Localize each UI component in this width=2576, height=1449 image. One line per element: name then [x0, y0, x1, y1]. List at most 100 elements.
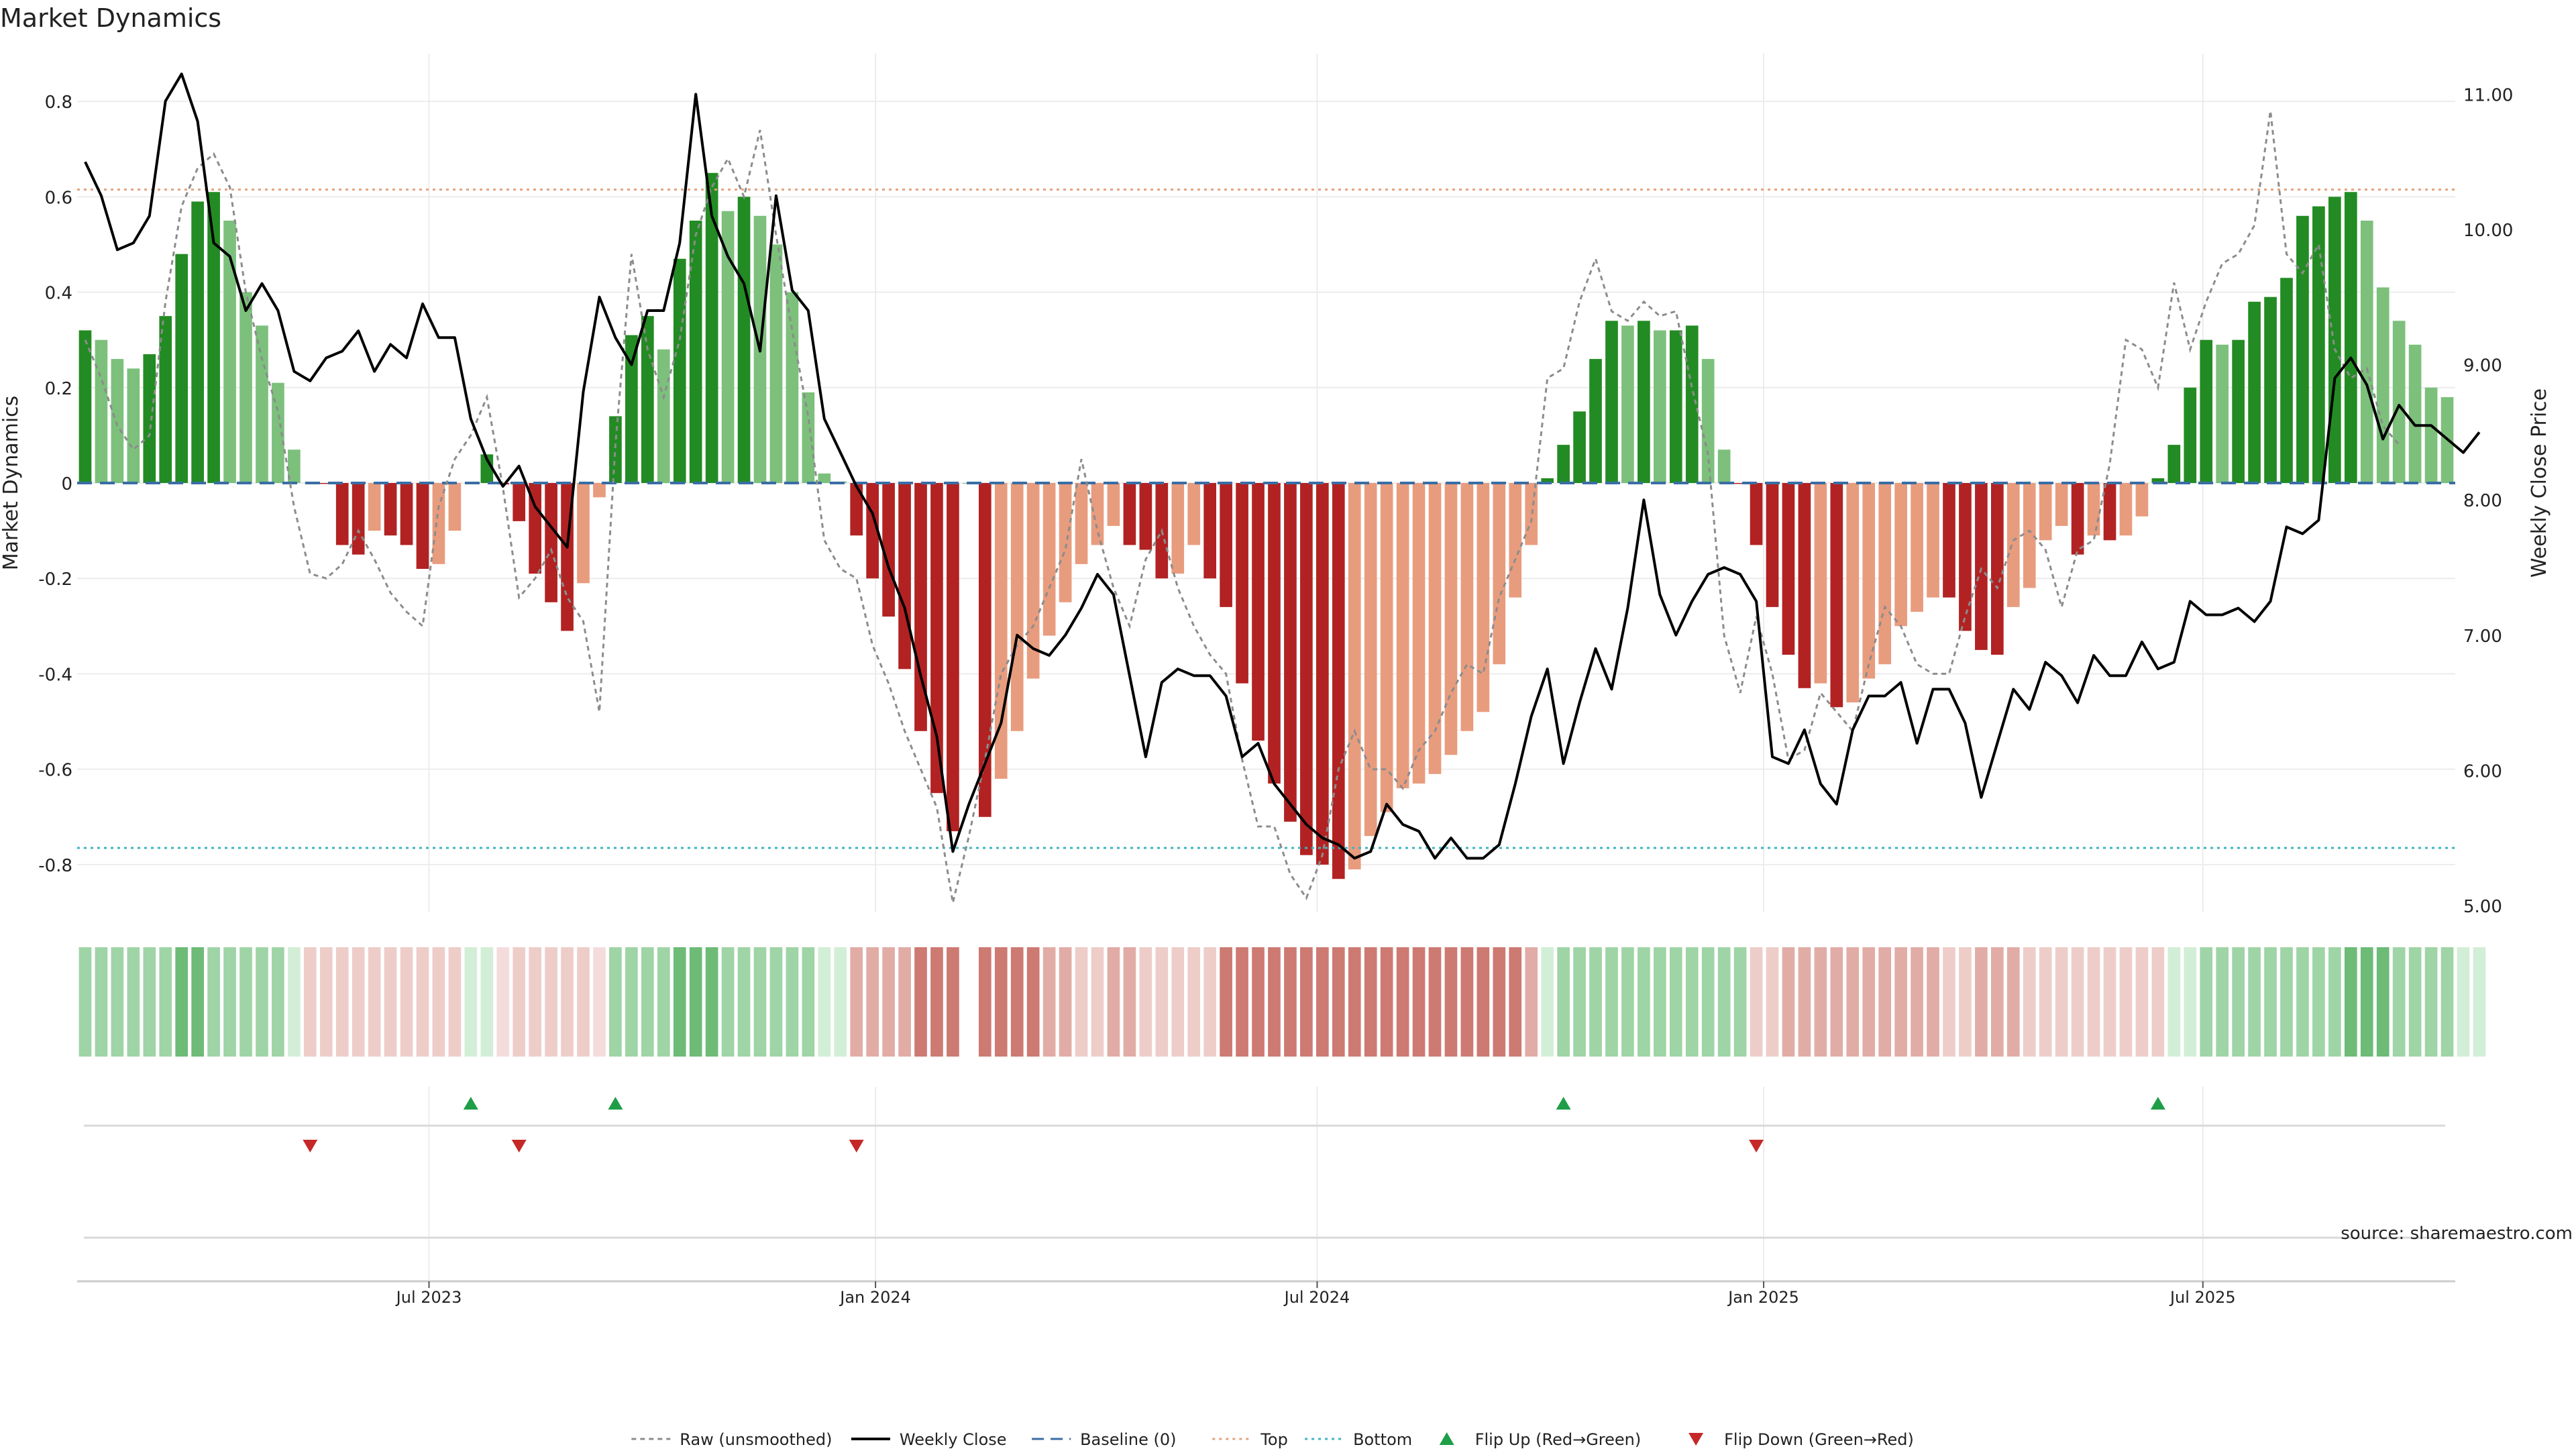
bar-series	[78, 172, 2454, 879]
regime-cell	[1075, 947, 1088, 1057]
regime-cell	[914, 947, 927, 1057]
legend-item: Flip Up (Red→Green)	[1439, 1430, 1641, 1449]
bar	[2424, 387, 2438, 483]
regime-cell	[2264, 947, 2277, 1057]
bar	[2087, 483, 2100, 536]
regime-cell	[1959, 947, 1972, 1057]
regime-cell	[1573, 947, 1586, 1057]
regime-cell	[930, 947, 943, 1057]
regime-cell	[1300, 947, 1313, 1057]
bar	[1300, 483, 1313, 855]
bar	[2119, 483, 2133, 536]
bar	[882, 483, 895, 617]
regime-cell	[2440, 947, 2454, 1057]
flip-events	[84, 1087, 2445, 1281]
right-tick-label: 10.00	[2463, 221, 2513, 241]
regime-cell	[1477, 947, 1490, 1057]
bar	[657, 349, 670, 483]
bar	[2023, 483, 2036, 588]
regime-cell	[464, 947, 478, 1057]
bar	[705, 172, 718, 483]
regime-cell	[1846, 947, 1860, 1057]
bar	[1059, 483, 1072, 602]
bar	[1653, 330, 1666, 483]
bar	[352, 483, 365, 555]
bar	[1380, 483, 1393, 812]
regime-cell	[802, 947, 815, 1057]
bar	[673, 258, 686, 483]
regime-cell	[673, 947, 686, 1057]
bar	[978, 483, 991, 817]
bar	[1010, 483, 1024, 731]
bar	[2184, 387, 2197, 483]
bar	[850, 483, 863, 536]
regime-cell	[2151, 947, 2165, 1057]
regime-cell	[1171, 947, 1185, 1057]
flip-up-marker	[2150, 1097, 2165, 1110]
regime-cell	[657, 947, 670, 1057]
bar	[1123, 483, 1136, 545]
raw-line	[84, 111, 2400, 904]
regime-cell	[561, 947, 574, 1057]
bar	[2248, 301, 2261, 483]
regime-cell	[1911, 947, 1923, 1057]
bar	[2167, 445, 2181, 483]
right-axis: 5.00 6.00 7.00 8.00 9.00 10.00 11.00 Weekly Clo…	[2463, 85, 2551, 916]
regime-cell	[1814, 947, 1827, 1057]
regime-cell	[2328, 947, 2341, 1057]
regime-cell	[352, 947, 365, 1057]
bar	[1573, 411, 1586, 483]
regime-cell	[1798, 947, 1811, 1057]
regime-cell	[1059, 947, 1072, 1057]
bar	[95, 339, 108, 483]
bar	[930, 483, 943, 794]
regime-cell	[2006, 947, 2020, 1057]
regime-cell	[898, 947, 911, 1057]
regime-cell	[448, 947, 462, 1057]
flip-down-marker	[303, 1140, 318, 1152]
regime-cell	[1557, 947, 1570, 1057]
regime-cell	[1412, 947, 1426, 1057]
regime-cell	[1203, 947, 1217, 1057]
regime-cell	[1991, 947, 2004, 1057]
regime-cell	[2360, 947, 2373, 1057]
bar	[1316, 483, 1329, 865]
regime-cell	[1830, 947, 1843, 1057]
bar	[769, 244, 783, 483]
bar	[1605, 321, 1618, 483]
regime-cell	[207, 947, 220, 1057]
regime-cell	[1042, 947, 1056, 1057]
regime-cell	[1927, 947, 1939, 1057]
bar	[1203, 483, 1217, 579]
regime-cell	[95, 947, 108, 1057]
regime-cell	[1975, 947, 1988, 1057]
regime-cell	[834, 947, 847, 1057]
bar	[818, 473, 831, 483]
legend-item: Top	[1212, 1430, 1288, 1449]
bar	[111, 359, 124, 483]
bar	[223, 220, 236, 483]
legend-label: Baseline (0)	[1080, 1430, 1176, 1449]
legend-label: Bottom	[1353, 1430, 1412, 1449]
regime-cell	[947, 947, 959, 1057]
legend-item: Bottom	[1305, 1430, 1412, 1449]
regime-cell	[1316, 947, 1329, 1057]
bar	[384, 483, 397, 536]
regime-cell	[1284, 947, 1297, 1057]
bar	[191, 201, 204, 483]
legend-item: Baseline (0)	[1032, 1430, 1176, 1449]
regime-cell	[1155, 947, 1169, 1057]
bar	[1717, 449, 1731, 483]
regime-cell	[416, 947, 429, 1057]
regime-cell	[2232, 947, 2245, 1057]
bar	[2296, 215, 2309, 483]
bar	[207, 192, 220, 483]
regime-cell	[432, 947, 445, 1057]
bar	[1428, 483, 1442, 774]
bar	[914, 483, 927, 731]
legend-item: Weekly Close	[851, 1430, 1007, 1449]
bar	[1557, 445, 1570, 483]
legend-label: Weekly Close	[900, 1430, 1007, 1449]
legend-flip-up-icon	[1439, 1432, 1454, 1445]
